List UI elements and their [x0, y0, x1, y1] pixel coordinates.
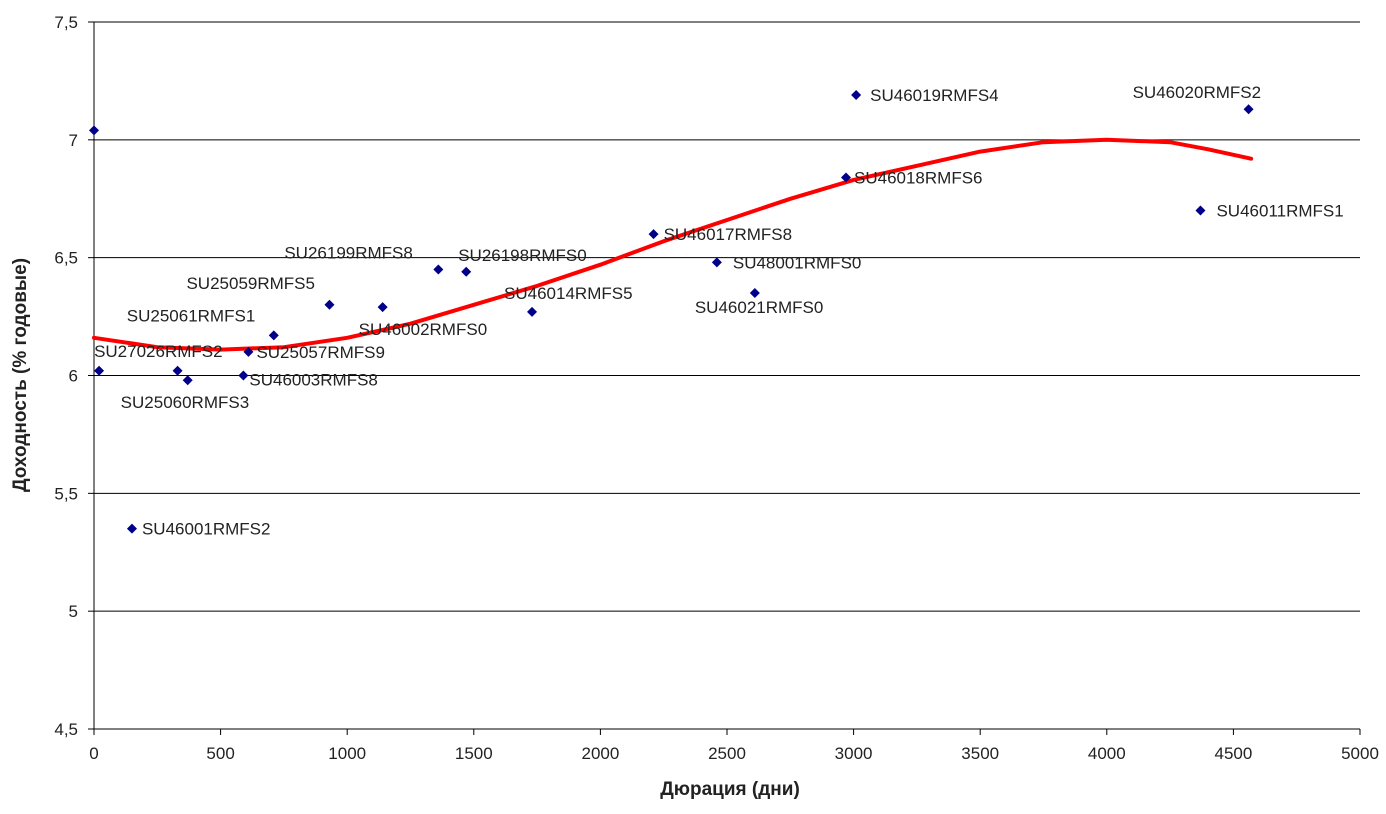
trendline — [92, 137, 1254, 352]
data-point — [841, 172, 852, 183]
y-tick-label: 6 — [69, 367, 78, 386]
x-tick-label: 5000 — [1341, 744, 1379, 763]
y-tick-label: 4,5 — [54, 720, 78, 739]
point-label: SU26199RMFS8 — [284, 243, 413, 262]
data-point — [182, 375, 193, 386]
data-point — [243, 346, 254, 357]
data-point — [377, 302, 388, 313]
data-point — [461, 266, 472, 277]
data-point — [749, 288, 760, 299]
data-point — [89, 125, 99, 136]
x-tick-label: 3000 — [835, 744, 873, 763]
point-label: SU25057RMFS9 — [256, 343, 385, 362]
point-label: SU46002RMFS0 — [359, 320, 488, 339]
x-tick-label: 2500 — [708, 744, 746, 763]
data-point — [126, 523, 137, 534]
data-point — [172, 365, 183, 376]
point-label: SU46020RMFS2 — [1133, 83, 1262, 102]
point-labels: SU27026RMFS2 SU46001RMFS2 SU25060RMFS3 SU46… — [94, 83, 1344, 538]
y-tick-label: 5,5 — [54, 484, 78, 503]
data-point — [433, 264, 444, 275]
data-point — [94, 365, 105, 376]
point-label: SU46014RMFS5 — [504, 284, 633, 303]
data-point — [1243, 104, 1254, 115]
point-label: SU46021RMFS0 — [695, 298, 824, 317]
x-tick-label: 500 — [206, 744, 234, 763]
y-axis-ticks: 4,5 5 5,5 6 6,5 7 7,5 — [54, 13, 94, 739]
point-label: SU46001RMFS2 — [142, 520, 271, 539]
gridlines — [94, 21, 1360, 730]
x-tick-label: 1000 — [328, 744, 366, 763]
x-tick-label: 2000 — [581, 744, 619, 763]
data-point — [711, 257, 722, 268]
point-label: SU46003RMFS8 — [249, 371, 378, 390]
data-point — [648, 229, 659, 240]
y-tick-label: 7 — [69, 131, 78, 150]
data-point — [324, 299, 335, 310]
data-point — [527, 306, 538, 317]
y-tick-label: 5 — [69, 602, 78, 621]
point-label: SU25059RMFS5 — [186, 274, 315, 293]
x-tick-label: 4500 — [1214, 744, 1252, 763]
data-points — [89, 90, 1254, 534]
point-label: SU46019RMFS4 — [870, 86, 999, 105]
point-label: SU26198RMFS0 — [458, 246, 587, 265]
x-tick-label: 0 — [89, 744, 98, 763]
x-tick-label: 4000 — [1088, 744, 1126, 763]
point-label: SU46018RMFS6 — [854, 169, 983, 188]
point-label: SU25061RMFS1 — [127, 306, 256, 325]
y-tick-label: 7,5 — [54, 13, 78, 32]
point-label: SU25060RMFS3 — [121, 393, 250, 412]
x-axis-title: Дюрация (дни) — [660, 779, 800, 800]
point-label: SU46011RMFS1 — [1216, 202, 1343, 221]
x-tick-label: 1500 — [455, 744, 493, 763]
x-tick-label: 3500 — [961, 744, 999, 763]
trendline-group — [92, 137, 1254, 352]
data-point — [268, 330, 279, 341]
data-point — [238, 370, 249, 381]
y-tick-label: 6,5 — [54, 249, 78, 268]
point-label: SU27026RMFS2 — [94, 342, 223, 361]
y-axis-title: Доходность (% годовые) — [10, 258, 31, 492]
data-point — [1195, 205, 1206, 216]
point-label: SU48001RMFS0 — [733, 253, 862, 272]
data-point — [851, 90, 862, 101]
x-axis-ticks: 0 500 1000 1500 2000 2500 3000 3500 4000 4500 5000 — [89, 729, 1379, 763]
point-label: SU46017RMFS8 — [664, 225, 793, 244]
